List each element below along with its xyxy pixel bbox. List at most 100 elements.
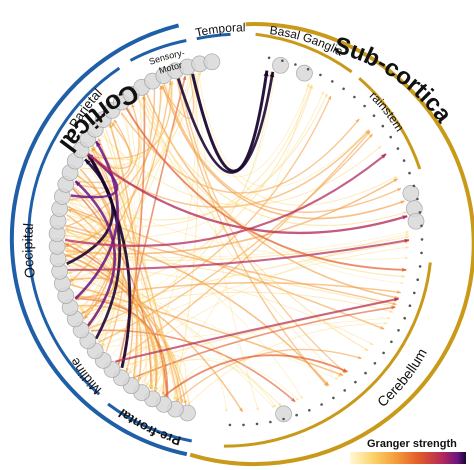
arrowhead (134, 375, 137, 379)
arrowhead (402, 267, 407, 272)
node-dot (353, 95, 356, 99)
connection-curve (128, 347, 167, 391)
arrowhead (65, 229, 69, 233)
connection-curve (81, 240, 410, 314)
node-dot (281, 59, 284, 62)
node-dot (331, 80, 334, 83)
arrowhead (187, 401, 191, 406)
node-dot (403, 316, 407, 320)
sensory-motor-inner-arc (129, 39, 187, 62)
node-dot (294, 63, 297, 66)
connection-curve (65, 224, 397, 306)
arrowhead (400, 281, 404, 285)
connection-curve (69, 277, 115, 315)
connection-curve (80, 95, 150, 170)
node-dot (228, 423, 232, 427)
arrowhead (342, 368, 348, 372)
arrowhead (93, 145, 96, 149)
node-dot (396, 147, 400, 150)
arrowhead (310, 85, 313, 89)
connection-curve (161, 84, 405, 220)
arrowhead (384, 321, 388, 325)
arrowhead (380, 326, 385, 330)
cortical-outer-arc (9, 23, 188, 457)
arrowhead (179, 399, 183, 403)
node-dot (418, 211, 422, 214)
node-dot (372, 114, 376, 117)
arrowhead (381, 154, 386, 159)
node-dot (308, 409, 311, 412)
connection-curve (82, 291, 394, 317)
legend-title: Granger strength (367, 438, 457, 450)
connection-curve (65, 236, 410, 261)
basal-ganglia-label: Basal Ganglia (269, 23, 346, 59)
node-dot (402, 159, 406, 162)
arrowhead (393, 176, 397, 180)
arrowhead (405, 233, 409, 236)
arrowhead (256, 407, 259, 411)
node-dot (282, 417, 285, 421)
connection-curve (176, 71, 275, 174)
connection-curve (141, 96, 369, 352)
arrowhead (405, 230, 409, 234)
arrowhead (112, 120, 116, 124)
connection-curve (133, 306, 396, 379)
connection-curve (113, 120, 147, 386)
node-dot (413, 291, 416, 295)
arrowhead (80, 308, 84, 312)
node-dot (382, 351, 385, 355)
connection-curve (100, 134, 382, 206)
node-dot (364, 371, 367, 375)
connection-curve (92, 145, 125, 352)
node-dot (416, 197, 419, 201)
arrowhead (278, 402, 282, 407)
region-node (203, 53, 221, 71)
connection-curve (67, 238, 410, 271)
connection-curve (78, 305, 159, 392)
connection-curve (120, 112, 360, 194)
connection-curve (163, 83, 402, 213)
arrowhead (65, 243, 70, 248)
connection-curve (64, 235, 107, 246)
connection-curve (89, 319, 143, 374)
connection-curve (69, 89, 156, 283)
connection-curve (66, 158, 115, 266)
node-dot (408, 171, 411, 175)
connection-curve (65, 253, 183, 404)
arrowhead (321, 91, 324, 95)
arrowhead (182, 76, 187, 81)
temporal-label: Temporal (194, 20, 245, 39)
region-node (275, 405, 292, 423)
arrowhead (389, 310, 394, 313)
arrowhead (154, 387, 158, 392)
arrowhead (324, 93, 328, 98)
connection-curve (125, 107, 407, 271)
subcortical-outer-arc (189, 22, 474, 467)
node-dot (295, 413, 298, 417)
connection-curve (138, 73, 196, 382)
node-dot (267, 56, 271, 60)
connection-curve (83, 81, 172, 319)
arrowhead (405, 235, 409, 239)
arrowhead (89, 326, 94, 329)
connection-curve (75, 282, 401, 300)
connection-curve (64, 247, 282, 407)
arrowhead (143, 95, 146, 99)
cerebellum-inner-arc (223, 262, 432, 448)
connection-curve (198, 72, 370, 188)
arrowhead (269, 71, 275, 78)
connection-curve (64, 174, 111, 248)
arrowhead (263, 70, 269, 77)
node-dots (228, 56, 424, 427)
connection-curve (75, 119, 132, 184)
arrowhead (125, 367, 130, 372)
arrowhead (405, 246, 409, 249)
node-dot (363, 104, 366, 108)
connection-curve (64, 112, 131, 245)
legend-colorbar (350, 452, 466, 464)
node-dot (342, 87, 345, 91)
connection-curve (73, 290, 123, 342)
connection-curve (65, 247, 190, 406)
connection-curve (137, 354, 187, 404)
